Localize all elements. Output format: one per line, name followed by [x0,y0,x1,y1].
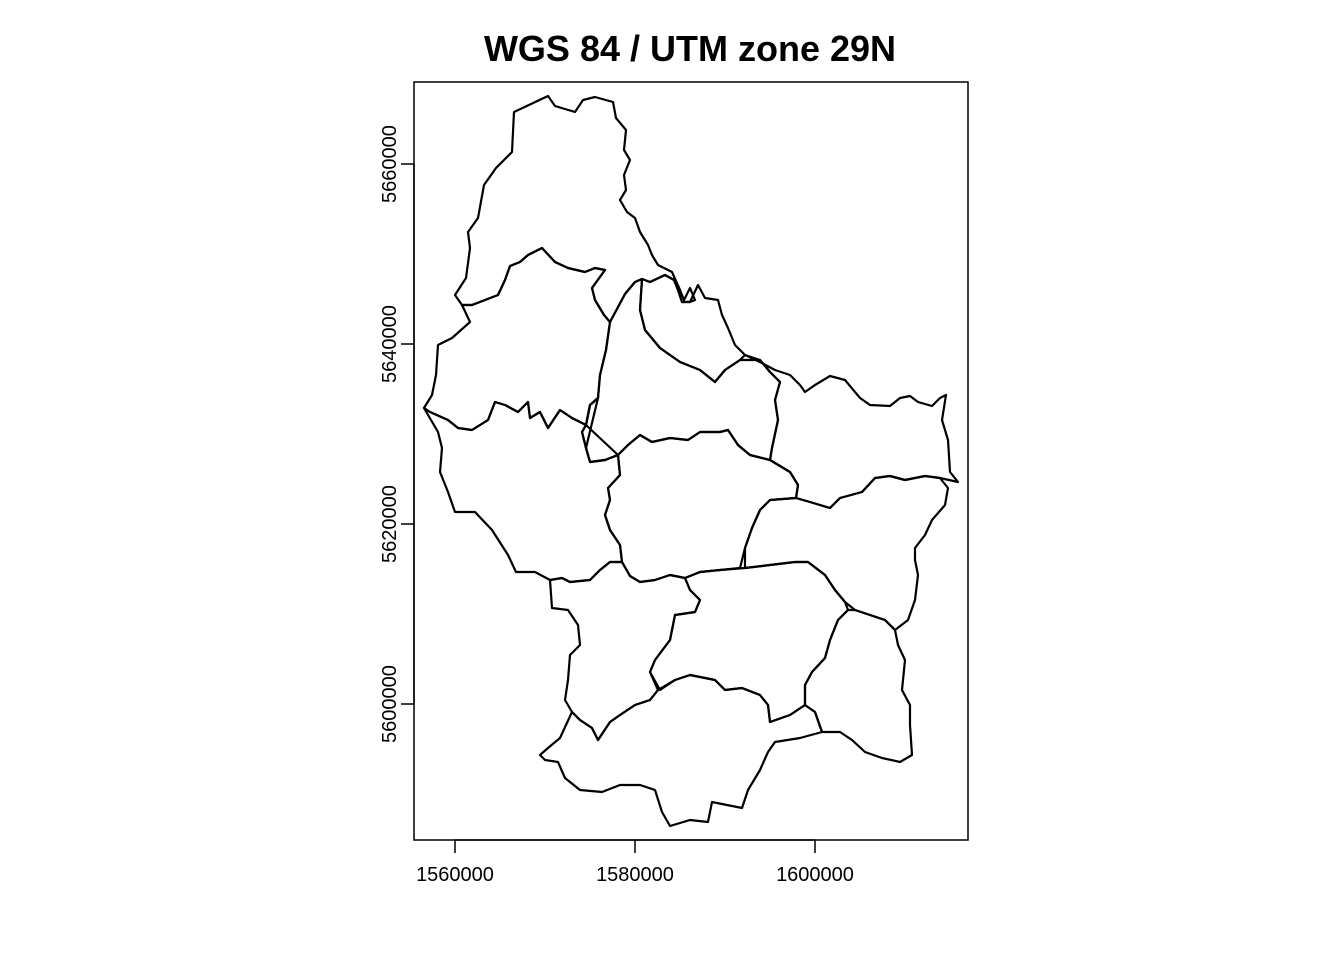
district-boundaries [422,94,960,828]
map-title: WGS 84 / UTM zone 29N [484,28,896,69]
region-wiltz [422,246,612,432]
region-esch [538,673,824,828]
x-tick-label: 1580000 [596,864,674,886]
region-mersch [584,396,800,584]
region-luxembourg [648,560,850,724]
y-tick-label: 5620000 [379,485,401,563]
plot-frame [413,81,969,841]
x-tick-label: 1600000 [776,864,854,886]
region-echternach [743,353,960,510]
y-tick-label: 5640000 [379,305,401,383]
x-tick-label: 1560000 [416,864,494,886]
region-diekirch [580,277,782,464]
region-remich [803,608,914,764]
region-redange [422,400,624,584]
y-tick-label: 5600000 [379,665,401,743]
region-north [453,94,697,324]
region-vianden [638,273,747,384]
y-tick-label: 5660000 [379,125,401,203]
